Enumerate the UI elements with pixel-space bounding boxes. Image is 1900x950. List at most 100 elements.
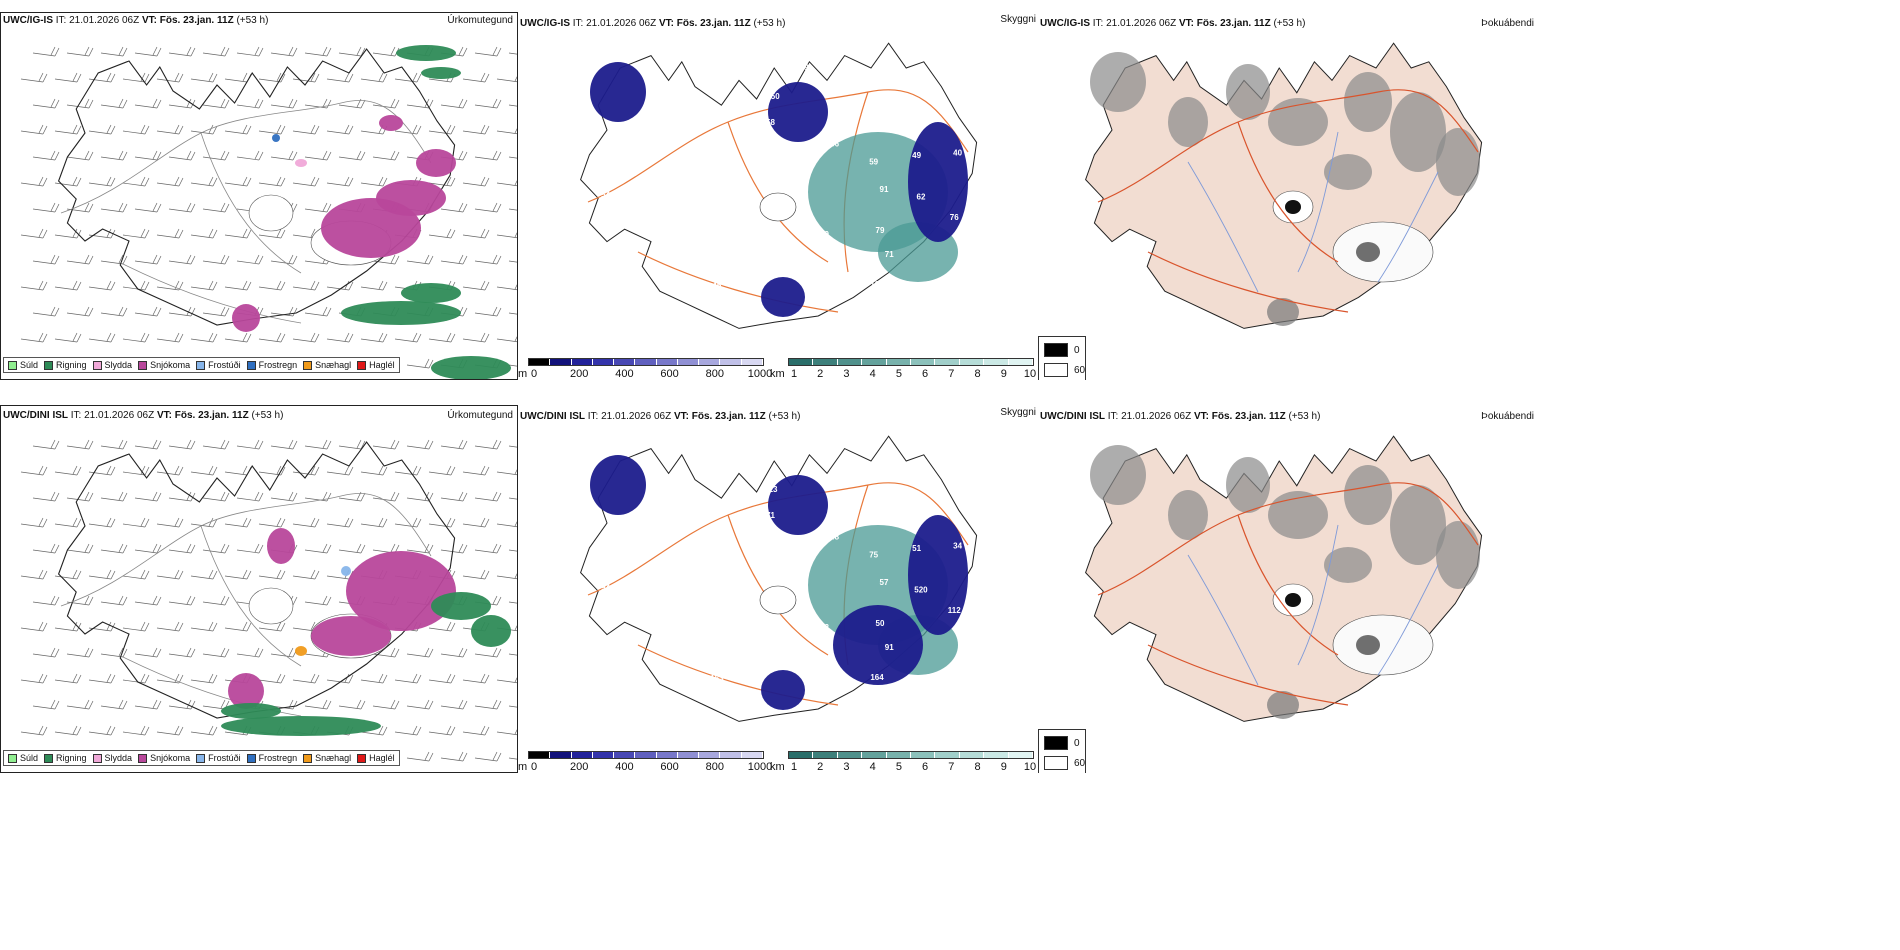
colorbar-tick-label: 800 — [705, 761, 724, 773]
legend-label: Frostregn — [258, 360, 298, 370]
fog-legend-label: 60 — [1074, 757, 1086, 769]
sleet-area — [295, 159, 307, 167]
visibility-value-label: 82 — [697, 160, 706, 169]
colorbar-bin — [789, 752, 814, 758]
legend-item: Slydda — [92, 360, 132, 370]
snow-area — [376, 180, 446, 216]
wind-barb — [190, 569, 218, 580]
wind-barb — [190, 725, 218, 736]
wind-barb — [462, 465, 490, 476]
wind-barb — [258, 332, 286, 343]
visibility-value-label: 79 — [876, 226, 885, 235]
fog-indicator-map — [1085, 435, 1483, 722]
wind-barb — [440, 98, 468, 109]
wind-barb — [66, 254, 94, 265]
vt-label: VT: — [1178, 18, 1194, 29]
wind-barb — [32, 491, 60, 502]
wind-barb — [134, 699, 162, 710]
wind-barb — [440, 751, 468, 762]
colorbar-tick-label: 3 — [843, 368, 850, 380]
visibility-value-label: 45 — [712, 281, 721, 290]
visibility-value-label: 74 — [858, 699, 867, 708]
wind-barb — [508, 497, 517, 500]
wind-barb — [360, 725, 388, 736]
wind-barb — [258, 621, 286, 632]
init-time: 21.01.2026 06Z — [69, 15, 140, 26]
fog-shading — [1344, 465, 1392, 525]
low-visibility-area — [768, 475, 828, 535]
wind-barb — [32, 306, 60, 317]
wind-barb — [20, 176, 48, 187]
wind-barb — [508, 52, 517, 55]
wind-barb — [440, 202, 468, 213]
legend-label: Súld — [20, 753, 39, 763]
wind-barb — [406, 254, 434, 265]
colorbar-unit: m — [518, 761, 528, 773]
visibility-value-label: 57 — [880, 578, 889, 587]
wind-barb — [32, 647, 60, 658]
colorbar-bin — [656, 359, 678, 365]
legend-swatch — [8, 360, 17, 370]
visibility-value-label: 55 — [889, 100, 898, 109]
legend-item: Snæhagl — [303, 753, 351, 763]
visibility-value-label: 53 — [794, 645, 803, 654]
colorbar-bin — [677, 752, 700, 758]
wind-barb — [292, 72, 320, 83]
wind-barb — [224, 124, 252, 135]
wind-barb — [372, 699, 400, 710]
wind-barb — [88, 332, 116, 343]
visibility-value-label: 57 — [797, 456, 806, 465]
valid-time: Fös. 23.jan. 11Z — [1196, 18, 1271, 29]
legend-swatch — [138, 360, 148, 370]
wind-barb — [122, 621, 150, 632]
low-visibility-area — [761, 670, 805, 710]
colorbar-unit: km — [770, 761, 785, 773]
colorbar-bin — [614, 752, 636, 758]
colorbar-tick-label: 5 — [895, 761, 902, 773]
wind-barb — [508, 260, 517, 263]
colorbar-tick-label: 1000 — [747, 761, 773, 773]
valid-time: Fös. 23.jan. 11Z — [1211, 411, 1286, 422]
panel-variable-label: Úrkomutegund — [447, 15, 513, 26]
wind-barb — [54, 517, 82, 528]
colorbar-tick-label: 200 — [570, 368, 589, 380]
wind-barb — [88, 124, 116, 135]
wind-barb — [496, 284, 517, 291]
visibility-value-label: 110 — [887, 493, 900, 502]
legend-swatch — [357, 360, 367, 370]
wind-barb — [156, 332, 184, 343]
legend-item: Súld — [8, 360, 38, 370]
wind-barb — [168, 647, 196, 658]
visibility-value-label: 48 — [830, 532, 839, 541]
wind-barb — [304, 595, 332, 606]
colorbar-bin — [1008, 359, 1034, 365]
wind-barb — [462, 517, 490, 528]
fog-legend-label: 60 — [1074, 364, 1086, 376]
fog-legend-swatch — [1044, 756, 1068, 770]
wind-barb — [20, 72, 48, 83]
low-visibility-area — [908, 515, 968, 635]
precip-type-legend: Súld Rigning Slydda Snjókoma Frostúði Frostre… — [3, 750, 400, 766]
legend-label: Frostúði — [208, 360, 241, 370]
wind-barb — [508, 705, 517, 708]
visibility-value-label: 90 — [984, 161, 993, 170]
visibility-value-label: 112 — [948, 606, 961, 615]
legend-label: Slydda — [104, 753, 133, 763]
wind-barb — [462, 673, 490, 684]
legend-item: Snæhagl — [303, 360, 351, 370]
visibility-value-label: 58 — [984, 661, 993, 670]
wind-barb — [134, 254, 162, 265]
wind-barb — [122, 176, 150, 187]
coastline — [57, 441, 456, 719]
visibility-value-label: 97 — [927, 87, 936, 96]
wind-barb — [100, 543, 128, 554]
wind-barb — [338, 46, 366, 57]
visibility-value-label: 153 — [710, 674, 724, 683]
wind-barb — [462, 725, 490, 736]
wind-barb — [462, 332, 490, 343]
panel-title: UWC/DINI ISL IT: 21.01.2026 06Z VT: Fös.… — [520, 411, 800, 422]
wind-barb — [474, 98, 502, 109]
fog-shading — [1324, 154, 1372, 190]
wind-barb — [496, 729, 517, 736]
fog-shading — [1390, 92, 1446, 172]
